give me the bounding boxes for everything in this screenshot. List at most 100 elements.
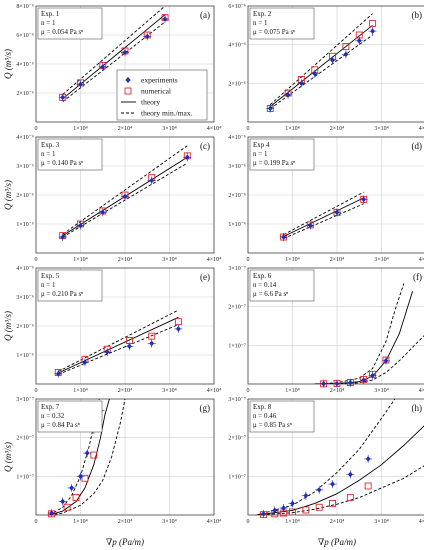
y-tick-label: 6×10⁻⁶ bbox=[16, 33, 34, 39]
y-tick-label: 2×10⁻⁶ bbox=[228, 193, 246, 199]
x-tick-label: 1×10⁴ bbox=[73, 126, 87, 132]
chart-panel-6: 0 1×10⁴ 2×10⁴ 3×10⁴ 4×10⁴ 1×10⁻⁷ 2×10⁻⁷ 3×10⁻⁷ E… bbox=[228, 266, 424, 394]
y-tick-label: 1×10⁻⁶ bbox=[16, 222, 34, 228]
panel-label: (h) bbox=[412, 403, 423, 413]
experiment-point bbox=[343, 51, 349, 58]
info-line: n = 0.46 bbox=[253, 412, 277, 420]
experiment-point bbox=[60, 94, 66, 101]
experiment-point bbox=[334, 380, 340, 387]
x-tick-label: 1×10⁴ bbox=[73, 388, 87, 394]
x-tick-label: 2×10⁴ bbox=[118, 257, 132, 263]
experiment-point bbox=[347, 380, 353, 386]
experiment-point bbox=[78, 222, 83, 229]
info-line: Exp. 8 bbox=[253, 403, 272, 411]
y-tick-label: 2×10⁻⁶ bbox=[16, 324, 34, 330]
panel-label: (c) bbox=[200, 141, 210, 151]
info-line: μ = 0.199 Pa sⁿ bbox=[253, 159, 296, 167]
experiment-point bbox=[149, 340, 155, 347]
experiment-point bbox=[60, 498, 66, 505]
x-axis-label: ∇p (Pa/m) bbox=[106, 537, 144, 547]
info-line: Exp. 7 bbox=[41, 403, 60, 411]
experiment-point bbox=[365, 456, 371, 462]
x-tick-label: 4×10⁴ bbox=[419, 126, 424, 132]
x-tick-label: 2×10⁴ bbox=[330, 257, 344, 263]
x-tick-label: 0 bbox=[247, 388, 250, 394]
x-tick-label: 1×10⁴ bbox=[73, 519, 87, 525]
theory-min-line bbox=[62, 21, 166, 103]
info-line: μ = 0.210 Pa sⁿ bbox=[41, 290, 84, 298]
panel-label: (e) bbox=[200, 272, 210, 282]
experiment-point bbox=[104, 349, 110, 355]
experiment-point bbox=[370, 372, 375, 379]
info-line: Exp. 5 bbox=[41, 272, 60, 280]
numerical-point bbox=[72, 494, 80, 502]
y-tick-label: 3×10⁻⁷ bbox=[228, 397, 246, 403]
x-tick-label: 0 bbox=[35, 257, 38, 263]
experiment-point bbox=[149, 177, 155, 184]
experiment-point bbox=[122, 193, 128, 200]
x-tick-label: 0 bbox=[247, 519, 250, 525]
numerical-point bbox=[329, 499, 336, 507]
info-line: Exp. 1 bbox=[41, 10, 60, 18]
x-tick-label: 2×10⁴ bbox=[330, 126, 344, 132]
x-tick-label: 3×10⁴ bbox=[162, 388, 176, 394]
x-tick-label: 3×10⁴ bbox=[374, 388, 388, 394]
chart-panel-4: 0 1×10⁴ 2×10⁴ 3×10⁴ 4×10⁴ 1×10⁻⁶ 2×10⁻⁶ 3×10⁻⁶ 4… bbox=[228, 135, 424, 263]
plot-frame bbox=[35, 267, 215, 385]
x-tick-label: 3×10⁴ bbox=[162, 519, 176, 525]
theory-max-line bbox=[62, 145, 188, 235]
x-tick-label: 4×10⁴ bbox=[207, 126, 221, 132]
y-tick-label: 1×10⁻⁷ bbox=[228, 343, 246, 349]
legend-experiments: experiments bbox=[141, 76, 178, 85]
experiment-point bbox=[370, 28, 375, 34]
theory-line bbox=[58, 316, 179, 374]
experiment-point bbox=[285, 92, 291, 98]
theory-min-line bbox=[270, 34, 373, 109]
theory-max-line bbox=[283, 191, 364, 236]
x-tick-label: 4×10⁴ bbox=[419, 257, 424, 263]
x-tick-label: 3×10⁴ bbox=[162, 126, 176, 132]
info-line: μ = 0.075 Pa sⁿ bbox=[253, 28, 296, 36]
plot-frame bbox=[35, 5, 215, 123]
experiment-point bbox=[60, 234, 66, 240]
theory-line bbox=[49, 399, 110, 515]
info-line: μ = 0.84 Pa sⁿ bbox=[41, 421, 81, 429]
numerical-point bbox=[81, 474, 89, 482]
y-axis-label: Q (m³/s) bbox=[3, 49, 13, 79]
y-tick-label: 4×10⁻⁶ bbox=[228, 135, 246, 141]
experiment-point bbox=[84, 450, 90, 456]
x-tick-label: 0 bbox=[35, 519, 38, 525]
x-tick-label: 4×10⁴ bbox=[419, 519, 424, 525]
experiment-point bbox=[55, 371, 61, 377]
x-tick-label: 4×10⁴ bbox=[207, 519, 221, 525]
experiment-point bbox=[330, 57, 335, 63]
theory-max-line bbox=[270, 13, 373, 105]
experiment-point bbox=[290, 500, 295, 507]
y-tick-label: 1×10⁻⁷ bbox=[16, 474, 34, 480]
experiment-point bbox=[184, 154, 190, 161]
panel-label: (a) bbox=[200, 10, 210, 20]
experiment-point bbox=[78, 473, 83, 480]
experiment-point bbox=[272, 507, 278, 514]
y-tick-label: 2×10⁻⁷ bbox=[228, 305, 246, 311]
experiment-point bbox=[176, 326, 181, 332]
y-tick-label: 2×10⁻⁷ bbox=[16, 436, 34, 442]
experiment-point bbox=[330, 481, 335, 487]
experiment-point bbox=[144, 33, 150, 40]
experiment-point bbox=[303, 492, 309, 499]
x-tick-label: 2×10⁴ bbox=[118, 388, 132, 394]
x-tick-label: 0 bbox=[35, 126, 38, 132]
numerical-point bbox=[174, 318, 182, 326]
y-tick-label: 3×10⁻⁶ bbox=[16, 164, 34, 170]
info-line: Exp. 6 bbox=[253, 272, 272, 280]
experiment-point bbox=[383, 358, 389, 364]
x-tick-label: 3×10⁴ bbox=[374, 519, 388, 525]
info-line: Exp. 2 bbox=[253, 10, 272, 18]
info-box bbox=[37, 400, 103, 433]
info-box bbox=[249, 400, 315, 433]
y-tick-label: 1×10⁻⁶ bbox=[228, 222, 246, 228]
chart-panel-1: 0 1×10⁴ 2×10⁴ 3×10⁴ 4×10⁴ 2×10⁻⁶ 4×10⁻⁶ 6×10⁻⁶ 8… bbox=[3, 4, 221, 132]
panel-label: (g) bbox=[200, 403, 211, 413]
legend: experiments numerical theory theory min./ma… bbox=[116, 69, 208, 121]
plot-frame bbox=[247, 398, 424, 516]
